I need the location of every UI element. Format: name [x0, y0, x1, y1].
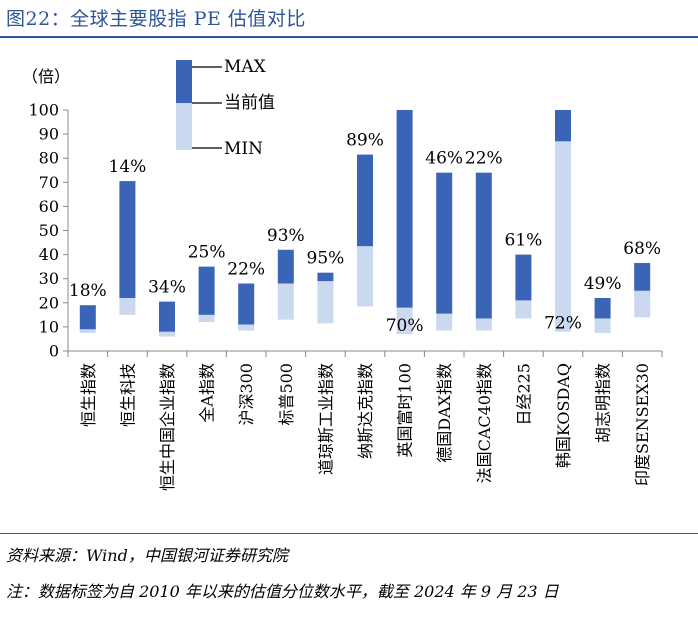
bar-lower-segment	[159, 331, 175, 337]
x-tick-label: 韩国KOSDAQ	[554, 363, 573, 468]
legend-label-max: MAX	[224, 57, 267, 77]
x-tick-label: 日经225	[514, 363, 533, 426]
bar-lower-segment	[277, 283, 294, 320]
y-tick-label: 10	[39, 317, 59, 336]
bar-upper-segment	[357, 154, 373, 247]
x-tick-label: 英国富时100	[396, 363, 415, 458]
legend-swatch-upper	[176, 60, 192, 103]
chart-legend: MAX 当前值 MIN	[176, 57, 275, 159]
x-tick-label: 德国DAX指数	[435, 363, 454, 463]
bar-upper-segment	[594, 297, 611, 319]
y-axis-unit: （倍）	[22, 67, 70, 86]
legend-swatch-lower	[176, 103, 192, 150]
data-label: 46%	[425, 149, 463, 169]
bar-lower-segment	[515, 300, 532, 319]
x-tick-label: 纳斯达克指数	[356, 363, 375, 459]
data-label: 49%	[584, 274, 622, 294]
bar-lower-segment	[436, 313, 453, 331]
y-tick-label: 60	[39, 197, 59, 216]
data-label: 95%	[307, 249, 345, 269]
x-tick-label: 印度SENSEX30	[633, 363, 652, 486]
bar-lower-segment	[634, 290, 651, 318]
footnote: 注：数据标签为自 2010 年以来的估值分位数水平，截至 2024 年 9 月 …	[6, 582, 559, 601]
bar-upper-segment	[317, 272, 334, 282]
y-tick-label: 80	[39, 149, 59, 168]
y-tick-label: 70	[39, 173, 59, 192]
bar-lower-segment	[396, 307, 413, 335]
data-label: 25%	[188, 243, 226, 263]
bar-lower-segment	[238, 324, 255, 331]
data-label: 72%	[544, 314, 582, 334]
data-label: 68%	[623, 239, 661, 259]
data-label: 22%	[227, 260, 265, 280]
y-tick-label: 50	[39, 221, 59, 240]
bar-upper-segment	[119, 181, 136, 298]
bar-upper-segment	[396, 110, 413, 308]
plot-area: 0 10 20 30 40 50 60 70 80 90 100 18% 恒生指数 14% 恒生科技 34% 恒…	[28, 101, 663, 491]
x-tick-label: 恒生指数	[79, 363, 98, 427]
bar-lower-segment	[119, 297, 136, 315]
bar-lower-segment	[594, 318, 611, 333]
x-tick-label: 道琼斯工业指数	[316, 363, 335, 475]
y-tick-label: 40	[39, 245, 59, 264]
bar-upper-segment	[436, 172, 453, 314]
data-label: 22%	[465, 149, 503, 169]
bar-upper-segment	[475, 172, 492, 319]
x-tick-label: 恒生中国企业指数	[158, 363, 177, 491]
data-label: 70%	[386, 316, 424, 336]
bar-upper-segment	[515, 254, 532, 301]
y-tick-label: 20	[39, 293, 59, 312]
title-rule	[0, 36, 698, 38]
bar-lower-segment	[555, 141, 571, 332]
bar-upper-segment	[634, 263, 651, 291]
bar-lower-segment	[198, 314, 215, 323]
bar-upper-segment	[159, 301, 175, 332]
x-tick-label: 胡志明指数	[594, 363, 613, 443]
y-tick-label: 30	[39, 269, 59, 288]
legend-label-min: MIN	[224, 139, 263, 159]
data-label: 14%	[109, 157, 147, 177]
y-tick-label: 0	[49, 342, 59, 361]
bar-upper-segment	[277, 249, 294, 284]
data-label: 34%	[148, 278, 186, 298]
legend-label-current: 当前值	[224, 93, 275, 113]
footer-rule	[0, 533, 698, 534]
data-label: 93%	[267, 226, 305, 246]
bar-lower-segment	[79, 329, 96, 333]
x-tick-label: 法国CAC40指数	[475, 363, 494, 483]
bar-upper-segment	[555, 110, 571, 142]
x-tick-label: 全A指数	[198, 363, 217, 423]
data-label: 18%	[69, 281, 107, 301]
chart-title: 图22：全球主要股指 PE 估值对比	[6, 8, 306, 30]
pe-range-chart: MAX 当前值 MIN （倍） 0 10 20 30 40 50 60 70 80 90 100 18…	[22, 57, 663, 491]
y-tick-label: 100	[28, 101, 59, 120]
source-note: 资料来源：Wind，中国银河证券研究院	[6, 546, 288, 565]
x-tick-label: 沪深300	[237, 363, 256, 426]
x-tick-label: 标普500	[277, 363, 296, 426]
bar-lower-segment	[357, 246, 373, 307]
y-tick-label: 90	[39, 125, 59, 144]
x-tick-label: 恒生科技	[118, 363, 137, 427]
bar-upper-segment	[79, 305, 96, 330]
bar-upper-segment	[238, 283, 255, 325]
data-label: 61%	[505, 231, 543, 251]
bar-upper-segment	[198, 266, 215, 315]
bar-lower-segment	[475, 318, 492, 331]
data-label: 89%	[346, 131, 384, 151]
bar-lower-segment	[317, 281, 334, 324]
